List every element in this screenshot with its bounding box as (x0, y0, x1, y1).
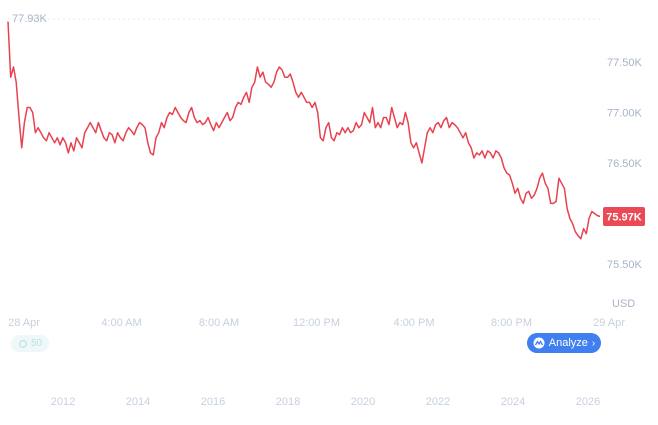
x-tick-label: 4:00 PM (394, 317, 435, 329)
max-price-label: 77.93K (12, 13, 48, 25)
year-tick-label: 2024 (501, 396, 525, 408)
y-tick-label: 77.50K (607, 57, 643, 69)
year-tick-label: 2026 (576, 396, 600, 408)
refresh-icon (18, 339, 27, 348)
x-tick-label: 4:00 AM (101, 317, 141, 329)
year-tick-label: 2018 (276, 396, 300, 408)
timeframe-pill[interactable]: 50 (11, 335, 49, 352)
analyze-icon (533, 337, 545, 349)
x-axis-time: 28 Apr 4:00 AM 8:00 AM 12:00 PM 4:00 PM 8:00 … (8, 317, 625, 329)
analyze-button[interactable]: Analyze › (527, 333, 601, 353)
current-price-badge: 75.97K (603, 207, 645, 226)
current-price-badge-bg (603, 207, 645, 226)
year-tick-label: 2022 (426, 396, 450, 408)
analyze-button-label: Analyze (548, 337, 588, 349)
y-tick-label: 77.00K (607, 108, 643, 120)
x-tick-label: 12:00 PM (293, 317, 340, 329)
x-tick-label: 8:00 AM (199, 317, 239, 329)
chevron-right-icon: › (591, 337, 596, 349)
x-axis-years: 2012 2014 2016 2018 2020 2022 2024 2026 (51, 396, 600, 408)
year-tick-label: 2014 (126, 396, 150, 408)
x-tick-label: 29 Apr (593, 317, 625, 329)
price-line (7, 21, 601, 240)
timeframe-pill-label: 50 (30, 338, 43, 349)
year-tick-label: 2012 (51, 396, 75, 408)
y-tick-label: 75.50K (607, 259, 643, 271)
currency-label: USD (612, 298, 635, 310)
x-tick-label: 8:00 PM (491, 317, 532, 329)
y-tick-label: 76.50K (607, 158, 643, 170)
year-tick-label: 2020 (351, 396, 375, 408)
year-tick-label: 2016 (201, 396, 225, 408)
current-price-label: 75.97K (606, 212, 642, 224)
x-tick-label: 28 Apr (8, 317, 40, 329)
